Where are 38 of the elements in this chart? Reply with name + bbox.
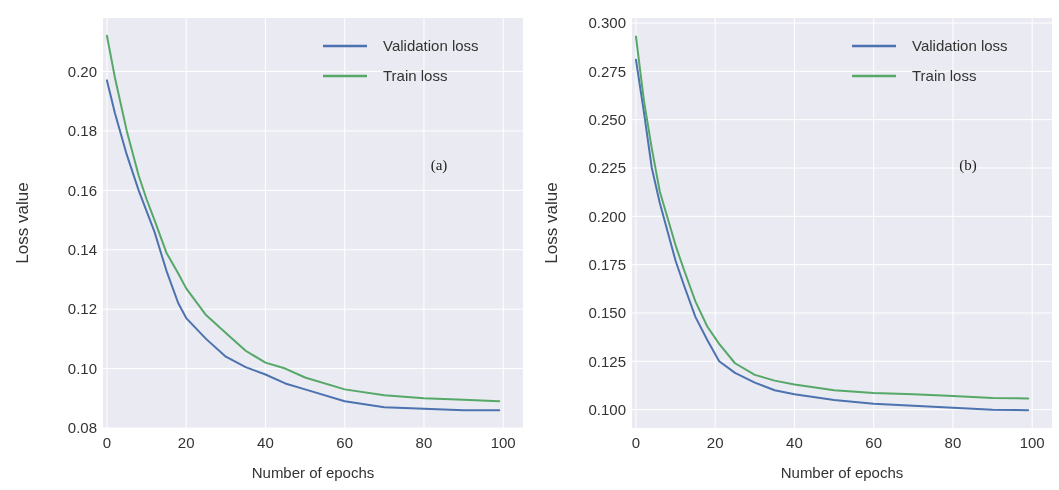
- y-tick-label: 0.16: [67, 181, 97, 199]
- x-axis-title: Number of epochs: [251, 464, 375, 481]
- y-tick-label: 0.150: [588, 304, 626, 322]
- annotation: (b): [959, 156, 977, 174]
- y-tick-label: 0.10: [67, 359, 97, 377]
- y-tick-label: 0.08: [67, 419, 97, 437]
- y-tick-label: 0.275: [588, 62, 626, 80]
- x-tick-label: 100: [490, 434, 516, 451]
- y-tick-label: 0.12: [67, 300, 97, 318]
- y-tick-label: 0.175: [588, 255, 626, 273]
- x-tick-label: 40: [257, 434, 274, 451]
- y-tick-label: 0.100: [588, 400, 626, 418]
- y-tick-label: 0.200: [588, 207, 626, 225]
- y-tick-label: 0.20: [67, 62, 97, 80]
- y-tick-label: 0.18: [67, 122, 97, 140]
- x-tick-label: 60: [336, 434, 354, 451]
- x-tick-label: 40: [786, 434, 803, 451]
- x-tick-label: 100: [1019, 434, 1045, 451]
- y-axis-title: Loss value: [13, 182, 32, 264]
- y-tick-label: 0.225: [588, 159, 626, 177]
- annotation: (a): [430, 156, 448, 174]
- y-tick-label: 0.300: [588, 14, 626, 32]
- x-tick-label: 20: [177, 434, 195, 451]
- y-tick-label: 0.250: [588, 110, 626, 128]
- x-tick-label: 20: [706, 434, 724, 451]
- x-tick-label: 80: [415, 434, 433, 451]
- x-tick-label: 0: [102, 434, 112, 451]
- y-tick-label: 0.14: [67, 240, 97, 258]
- legend-label: Validation loss: [383, 37, 479, 55]
- legend-label: Validation loss: [912, 37, 1008, 55]
- legend-label: Train loss: [912, 67, 977, 85]
- x-axis-title: Number of epochs: [780, 464, 904, 481]
- legend-label: Train loss: [383, 67, 448, 85]
- x-tick-label: 80: [944, 434, 962, 451]
- y-axis-title: Loss value: [542, 182, 561, 264]
- x-tick-label: 60: [865, 434, 883, 451]
- x-tick-label: 0: [631, 434, 641, 451]
- y-tick-label: 0.125: [588, 352, 626, 370]
